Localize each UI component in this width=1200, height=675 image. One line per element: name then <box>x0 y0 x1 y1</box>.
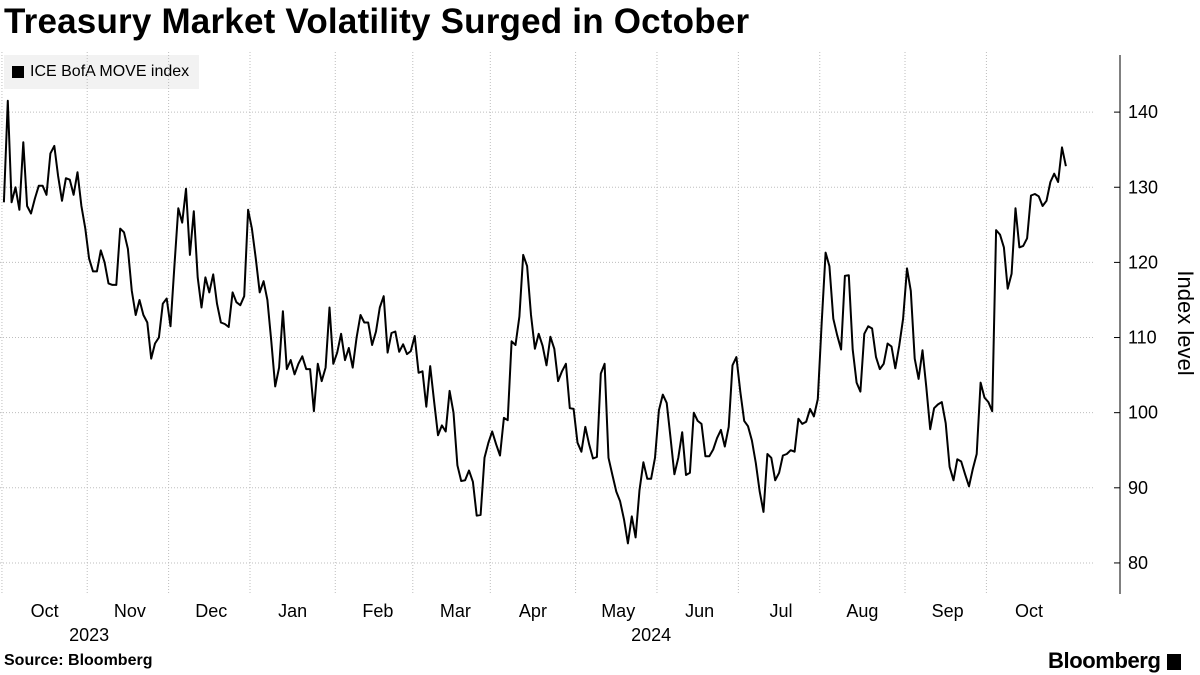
chart-title: Treasury Market Volatility Surged in Oct… <box>4 2 750 41</box>
bloomberg-terminal-icon <box>1166 654 1181 670</box>
x-tick-label: Jun <box>685 601 714 621</box>
x-tick-label: Aug <box>846 601 878 621</box>
brand-logo: Bloomberg <box>1048 648 1181 674</box>
x-tick-label: Nov <box>114 601 146 621</box>
brand-name: Bloomberg <box>1048 648 1161 673</box>
source-note: Source: Bloomberg <box>4 652 153 669</box>
x-tick-label: Mar <box>440 601 471 621</box>
x-tick-label: Oct <box>1015 601 1043 621</box>
x-tick-label: Sep <box>932 601 964 621</box>
x-tick-label: Feb <box>362 601 393 621</box>
x-tick-label: May <box>601 601 635 621</box>
y-tick-label: 80 <box>1128 553 1148 573</box>
x-tick-label: Jul <box>769 601 792 621</box>
x-tick-label: Apr <box>519 601 547 621</box>
y-tick-label: 140 <box>1128 102 1158 122</box>
chart-legend: ICE BofA MOVE index <box>4 55 200 89</box>
x-tick-label: Oct <box>31 601 59 621</box>
y-tick-label: 120 <box>1128 252 1158 272</box>
y-axis-title: Index level <box>1173 270 1198 375</box>
y-tick-label: 90 <box>1128 478 1148 498</box>
legend-swatch <box>12 66 24 78</box>
y-tick-label: 100 <box>1128 403 1158 423</box>
legend-label: ICE BofA MOVE index <box>30 63 190 80</box>
x-tick-label: Dec <box>195 601 227 621</box>
series-line <box>2 99 1067 545</box>
x-tick-label: Jan <box>278 601 307 621</box>
x-year-label: 2023 <box>69 625 109 645</box>
y-tick-label: 130 <box>1128 177 1158 197</box>
x-year-label: 2024 <box>631 625 671 645</box>
y-tick-label: 110 <box>1128 328 1157 348</box>
